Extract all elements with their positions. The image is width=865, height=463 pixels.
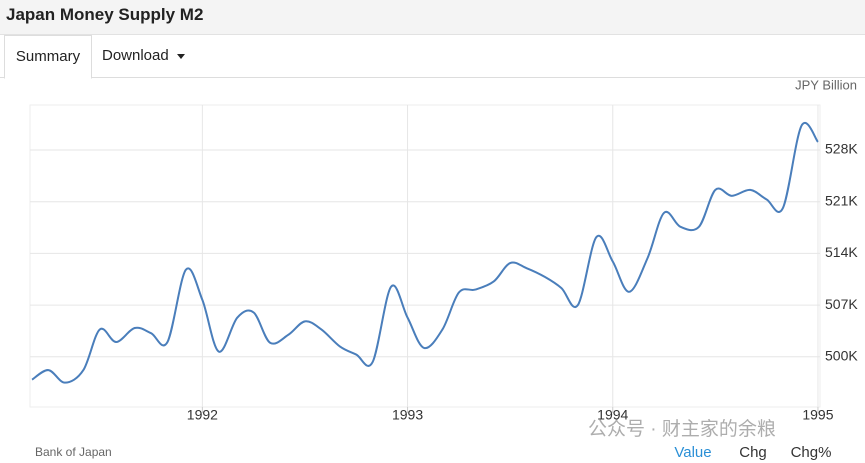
line — [31, 122, 819, 384]
source: Bank of Japan — [35, 445, 112, 459]
page-title: Japan Money Supply M2 — [6, 5, 204, 24]
view-button[interactable]: Value — [674, 444, 711, 461]
tab-download[interactable]: Download — [102, 35, 185, 77]
x-tick-label: 1992 — [187, 407, 218, 423]
tab-summary[interactable]: Summary — [4, 35, 92, 79]
x-tick-label: 1995 — [802, 407, 833, 423]
y-tick-label: 507K — [825, 296, 858, 312]
watermark: 公众号 · 财主家的余粮 — [588, 418, 776, 440]
y-tick-label: 521K — [825, 192, 858, 208]
y-tick-label: 514K — [825, 244, 858, 260]
tab-download-label: Download — [102, 47, 169, 64]
view-button[interactable]: Chg — [739, 444, 767, 461]
view-button[interactable]: Chg% — [791, 444, 832, 461]
header-bar: Japan Money Supply M2 — [0, 0, 865, 35]
x-tick-label: 1993 — [392, 407, 423, 423]
x-tick-label: 1994 — [597, 407, 628, 423]
plot-frame — [29, 104, 821, 408]
y-tick-label: 528K — [825, 141, 858, 157]
tab-bar: Summary Download — [0, 35, 865, 79]
y-tick-label: 500K — [825, 347, 858, 363]
unit-label: JPY Billion — [795, 77, 857, 92]
caret — [176, 53, 185, 59]
